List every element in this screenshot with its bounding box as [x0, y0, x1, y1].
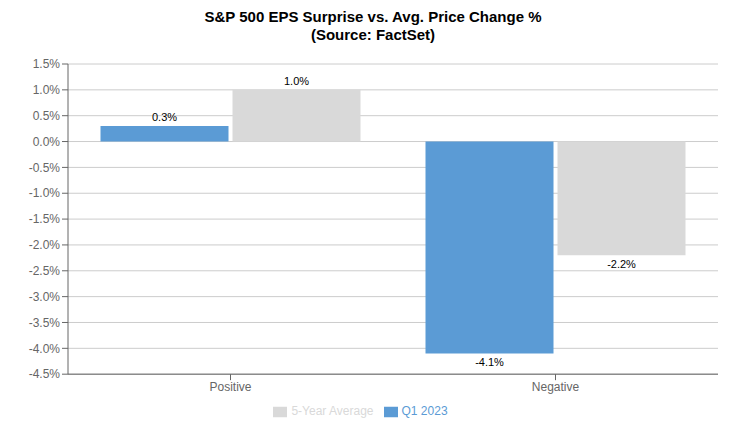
html-text:5-Year Average: 5-Year Average [291, 404, 374, 419]
svg-text:-4.0%: -4.0% [29, 342, 61, 356]
svg-text:-0.5%: -0.5% [29, 161, 61, 175]
svg-text:-3.5%: -3.5% [29, 316, 61, 330]
svg-text:-2.0%: -2.0% [29, 238, 61, 252]
svg-text:-4.5%: -4.5% [29, 367, 61, 381]
svg-text:0.0%: 0.0% [33, 135, 61, 149]
svg-text:-1.5%: -1.5% [29, 212, 61, 226]
svg-text:-3.0%: -3.0% [29, 290, 61, 304]
svg-text:Negative: Negative [532, 380, 580, 394]
svg-text:-2.5%: -2.5% [29, 264, 61, 278]
svg-text:Positive: Positive [209, 380, 251, 394]
svg-text:0.5%: 0.5% [33, 109, 61, 123]
svg-text:-2.2%: -2.2% [607, 258, 636, 270]
html-text:S&P 500 EPS Surprise vs. Avg.: S&P 500 EPS Surprise vs. Avg. Price Chan… [204, 8, 542, 25]
html-text:Q1 2023: Q1 2023 [401, 404, 448, 419]
svg-text:1.0%: 1.0% [33, 83, 61, 97]
svg-text:-4.1%: -4.1% [475, 356, 504, 368]
svg-text:-1.0%: -1.0% [29, 186, 61, 200]
svg-text:0.3%: 0.3% [152, 111, 177, 123]
svg-text:1.5%: 1.5% [33, 57, 61, 71]
html-text:(Source: FactSet): (Source: FactSet) [310, 26, 436, 43]
svg-text:1.0%: 1.0% [284, 75, 309, 87]
